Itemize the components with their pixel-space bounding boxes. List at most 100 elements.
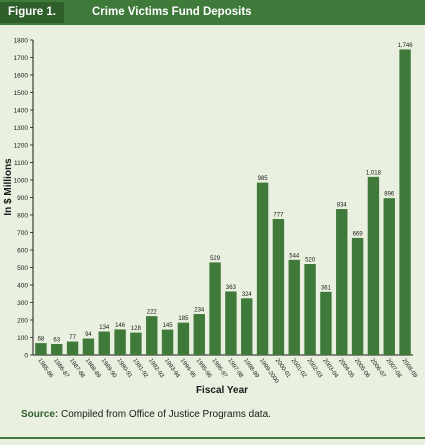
source-note: Source: Compiled from Office of Justice …	[21, 409, 271, 420]
bar-1994-95	[177, 322, 190, 355]
category-label: 1988-89	[84, 358, 102, 380]
source-text: Compiled from Office of Justice Programs…	[61, 409, 271, 420]
bar-value-label: 63	[53, 337, 60, 343]
y-tick-label: 900	[17, 195, 28, 202]
category-label: 2007-08	[385, 358, 403, 380]
y-tick-label: 700	[17, 230, 28, 237]
bar-2003-04	[320, 291, 332, 355]
category-label: 1991-92	[131, 358, 149, 380]
bar-value-label: 1,746	[398, 43, 414, 49]
category-label: 1998-99	[242, 358, 260, 380]
bar-1991-92	[130, 332, 142, 355]
bar-value-label: 134	[99, 325, 110, 331]
bar-value-label: 94	[85, 332, 92, 338]
category-label: 2008-09	[400, 358, 418, 380]
bar-value-label: 544	[289, 253, 300, 259]
bar-value-label: 834	[337, 203, 348, 209]
bar-value-label: 777	[273, 213, 284, 219]
y-tick-label: 1800	[14, 38, 29, 45]
bar-value-label: 1,018	[366, 170, 382, 176]
category-label: 2002-03	[305, 358, 323, 380]
bar-1987-88	[66, 341, 79, 355]
bar-1989-90	[98, 331, 110, 355]
y-tick-label: 200	[17, 318, 28, 325]
figure-title: Crime Victims Fund Deposits	[92, 6, 252, 18]
category-label: 2004-05	[337, 358, 355, 380]
y-tick-label: 400	[17, 283, 28, 290]
bar-value-label: 529	[210, 256, 221, 262]
y-tick-label: 800	[17, 213, 28, 220]
category-label: 1997-98	[226, 358, 244, 380]
category-label: 1986-87	[52, 358, 70, 380]
category-label: 1994-95	[179, 358, 197, 380]
bar-1996-97	[209, 262, 221, 355]
bar-2002-03	[304, 264, 316, 355]
bottom-rule	[0, 437, 425, 439]
bar-value-label: 68	[38, 337, 45, 343]
category-label: 2006-07	[369, 358, 387, 380]
bar-value-label: 77	[69, 335, 76, 341]
bar-2004-05	[336, 209, 348, 355]
category-label: 1990-91	[115, 358, 133, 380]
bar-1990-91	[114, 329, 126, 355]
y-tick-label: 1300	[14, 125, 29, 132]
x-axis-label: Fiscal Year	[196, 385, 248, 396]
category-label: 2005-06	[353, 358, 371, 380]
y-tick-label: 1700	[14, 55, 29, 62]
y-tick-label: 1200	[14, 143, 29, 150]
bar-2008-09	[399, 49, 411, 355]
category-labels: 1985-861986-871987-881988-891989-901990-…	[36, 358, 418, 385]
bar-2000-01	[272, 219, 285, 355]
bar-value-label: 234	[194, 308, 205, 314]
bar-1995-96	[193, 314, 205, 355]
bar-value-label: 146	[115, 323, 126, 329]
bar-1999-2000	[256, 182, 269, 355]
category-label: 1985-86	[36, 358, 54, 380]
y-tick-label: 0	[24, 353, 28, 360]
bar-value-label: 324	[242, 292, 253, 298]
bar-2006-07	[367, 176, 380, 355]
bars	[35, 49, 411, 355]
bar-2001-02	[288, 259, 300, 355]
bar-value-label: 222	[147, 310, 158, 316]
bar-value-label: 185	[178, 316, 189, 322]
bar-1997-98	[225, 291, 237, 355]
category-label: 1989-90	[100, 358, 118, 380]
bar-value-label: 985	[258, 176, 269, 182]
bar-1988-89	[82, 338, 95, 355]
bar-1993-94	[161, 329, 174, 355]
y-tick-label: 300	[17, 300, 28, 307]
category-label: 1992-93	[147, 358, 165, 380]
bar-2005-06	[351, 237, 364, 355]
category-label: 1987-88	[68, 358, 86, 380]
category-label: 2003-04	[321, 358, 339, 380]
y-tick-label: 600	[17, 248, 28, 255]
bar-value-label: 896	[384, 192, 395, 198]
source-label: Source:	[21, 409, 59, 420]
y-tick-label: 1000	[14, 178, 29, 185]
bar-value-label: 520	[305, 258, 316, 264]
bar-1992-93	[146, 316, 158, 355]
category-label: 1995-96	[195, 358, 213, 380]
bar-chart: 0 100 200 300 400 500 600 700 800 900 1000 1100 1200…	[3, 38, 418, 397]
bar-value-label: 361	[321, 285, 332, 291]
bar-value-label: 669	[353, 231, 364, 237]
y-tick-label: 1400	[14, 108, 29, 115]
chart-area: 0 100 200 300 400 500 600 700 800 900 1000 1100 1200…	[0, 25, 425, 400]
bar-value-labels: 68 63 77 94 134 146 128 222 145 185 234 529 363 324 98…	[38, 43, 414, 344]
bar-value-label: 363	[226, 285, 237, 291]
y-tick-label: 1500	[14, 90, 29, 97]
category-label: 1996-97	[210, 358, 228, 380]
y-tick-label: 1100	[14, 160, 28, 167]
y-tick-label: 1600	[14, 73, 29, 80]
figure-header: Figure 1. Crime Victims Fund Deposits	[0, 0, 425, 25]
category-label: 2001-02	[290, 358, 308, 380]
bar-1986-87	[51, 343, 63, 355]
bar-2007-08	[383, 198, 395, 355]
bar-value-label: 128	[131, 326, 142, 332]
y-axis-label: In $ Millions	[3, 158, 14, 216]
y-axis: 0 100 200 300 400 500 600 700 800 900 1000 1100 1200…	[14, 38, 34, 360]
y-tick-label: 500	[17, 265, 28, 272]
figure-label: Figure 1.	[0, 2, 64, 23]
